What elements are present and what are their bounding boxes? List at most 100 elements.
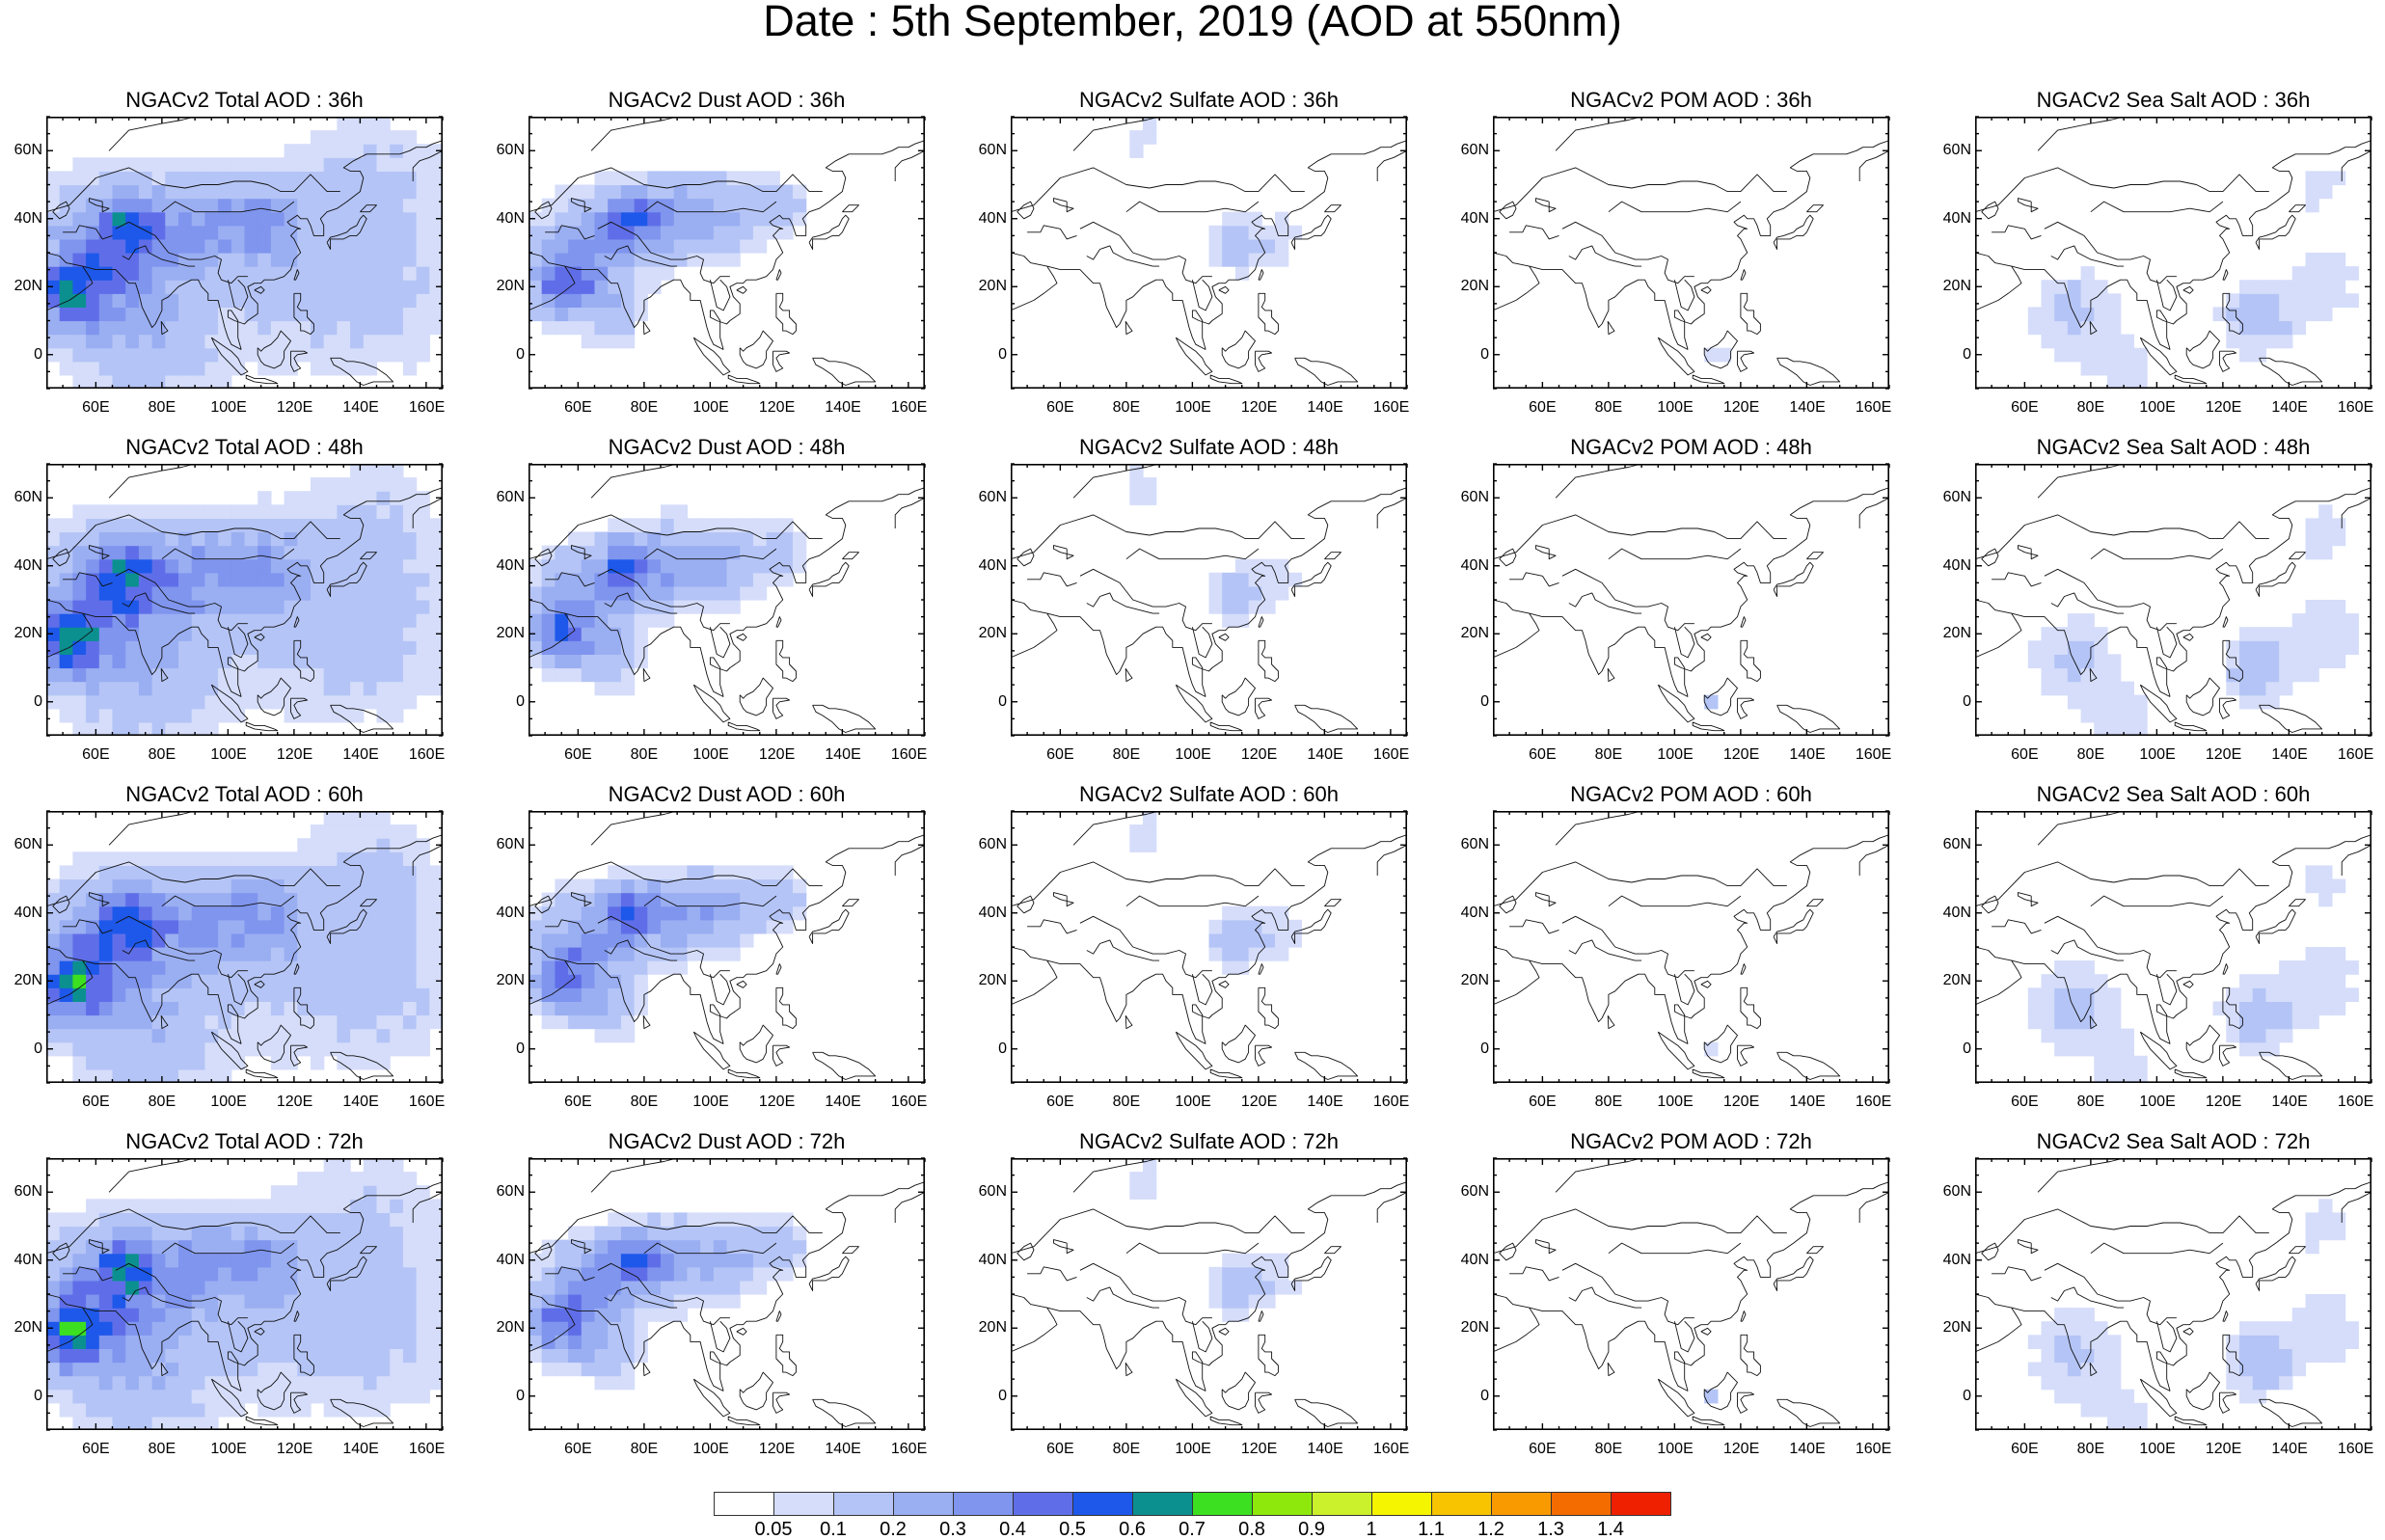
aod-cell [324, 1212, 338, 1227]
aod-cell [165, 518, 178, 532]
aod-cell [403, 960, 417, 975]
coastline [1859, 498, 1889, 528]
aod-cell [1249, 239, 1262, 254]
coastline [1975, 168, 2269, 212]
aod-cell [165, 362, 178, 376]
aod-cell [403, 1348, 417, 1363]
aod-cell [245, 335, 258, 349]
aod-cell [2094, 640, 2107, 655]
aod-cell [86, 586, 99, 601]
aod-cell [2345, 640, 2359, 655]
coastline [1017, 202, 1034, 219]
aod-cell [364, 1042, 377, 1057]
aod-cell [86, 640, 99, 655]
aod-cell [2292, 613, 2306, 628]
aod-cell [350, 504, 364, 519]
aod-cell [257, 573, 271, 587]
aod-cell [311, 239, 324, 254]
aod-cell [245, 321, 258, 336]
aod-cell [2028, 654, 2042, 668]
aod-cell [687, 212, 700, 227]
aod-cell [727, 559, 741, 574]
coastline [109, 117, 195, 150]
aod-cell [165, 280, 178, 294]
aod-cell [192, 157, 205, 172]
aod-cell [231, 1199, 245, 1213]
aod-cell [621, 518, 635, 532]
aod-cell [257, 293, 271, 308]
aod-cell [608, 1281, 621, 1295]
aod-cell [218, 640, 231, 655]
aod-cell [714, 893, 727, 907]
aod-cell [297, 185, 311, 200]
aod-cell [192, 375, 205, 390]
aod-cell [257, 960, 271, 975]
aod-cell [364, 321, 377, 336]
aod-cell [608, 1240, 621, 1255]
aod-cell [72, 559, 86, 574]
aod-cell [621, 171, 635, 185]
aod-cell [285, 321, 298, 336]
aod-cell [793, 212, 806, 227]
aod-cell [245, 307, 258, 321]
aod-cell [647, 1267, 661, 1282]
aod-cell [350, 811, 364, 825]
aod-cell [403, 212, 417, 227]
lat-tick-label: 40N [979, 211, 1007, 227]
aod-cell [714, 947, 727, 961]
aod-cell [595, 212, 609, 227]
aod-cell [218, 906, 231, 921]
coastline [2175, 722, 2207, 731]
aod-map [528, 811, 925, 1083]
aod-cell [324, 307, 338, 321]
aod-cell [377, 464, 391, 478]
aod-cell [390, 824, 403, 839]
aod-cell [1129, 130, 1143, 145]
aod-cell [297, 960, 311, 975]
aod-cell [2226, 682, 2239, 696]
aod-cell [2081, 695, 2095, 710]
aod-cell [555, 879, 568, 894]
aod-cell [595, 307, 609, 321]
aod-cell [2081, 960, 2095, 975]
aod-cell [608, 893, 621, 907]
aod-cell [113, 879, 126, 894]
aod-cell [417, 627, 430, 641]
aod-cell [2081, 640, 2095, 655]
coastline [728, 1069, 760, 1078]
aod-field [1011, 117, 1407, 386]
aod-cell [635, 640, 648, 655]
aod-cell [245, 293, 258, 308]
aod-cell [555, 559, 568, 574]
aod-cell [204, 586, 218, 601]
aod-cell [350, 239, 364, 254]
panel-title: NGACv2 Sea Salt AOD : 60h [1975, 782, 2371, 807]
lat-tick-label: 20N [1461, 626, 1489, 641]
aod-cell [139, 1390, 152, 1404]
coastline [2186, 678, 2219, 716]
aod-cell [390, 1281, 403, 1295]
aod-cell [1209, 253, 1223, 267]
aod-cell [417, 1390, 430, 1404]
aod-cell [582, 1227, 595, 1241]
aod-cell [231, 586, 245, 601]
aod-cell [2318, 893, 2332, 907]
aod-cell [403, 335, 417, 349]
aod-cell [377, 865, 391, 879]
aod-cell [139, 157, 152, 172]
aod-cell [350, 144, 364, 158]
aod-cell [2318, 640, 2332, 655]
aod-cell [231, 546, 245, 560]
aod-cell [192, 627, 205, 641]
aod-cell [60, 613, 73, 628]
aod-cell [582, 1254, 595, 1268]
aod-cell [165, 974, 178, 988]
lon-tick-label: 160E [2338, 1094, 2372, 1110]
coastline [710, 627, 730, 658]
aod-cell [60, 695, 73, 710]
aod-cell [165, 1029, 178, 1043]
aod-cell [46, 266, 60, 281]
aod-cell [152, 654, 166, 668]
aod-cell [568, 321, 582, 336]
aod-cell [687, 573, 700, 587]
